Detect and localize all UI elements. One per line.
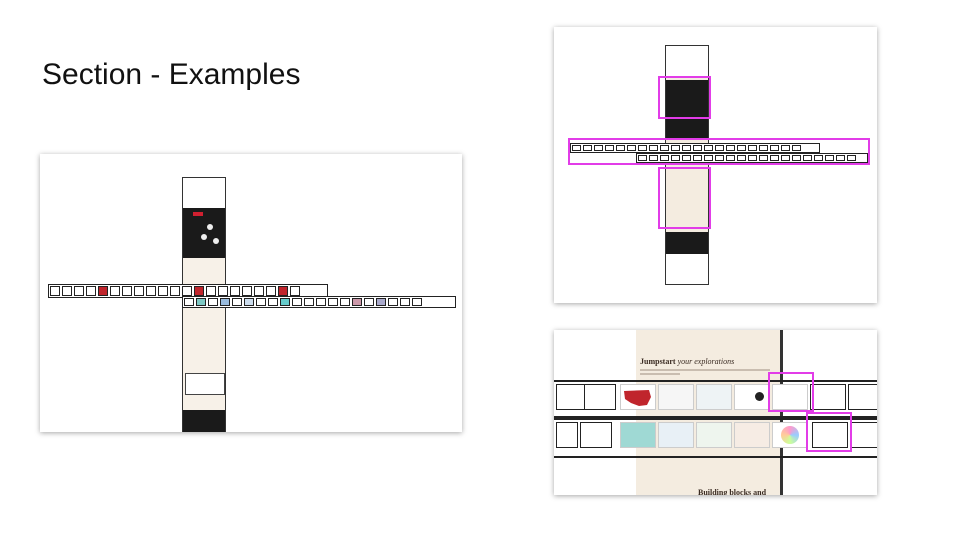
card <box>580 422 612 448</box>
card <box>696 422 732 448</box>
slide-title: Section - Examples <box>42 58 301 91</box>
card <box>658 422 694 448</box>
building-blocks-heading: Building blocks and <box>698 488 767 495</box>
hero-dark-block <box>666 80 708 138</box>
intro-text-line <box>640 373 680 375</box>
footer-dark-block <box>666 232 708 254</box>
circle-dot <box>201 234 207 240</box>
midzoom-screenshot <box>554 27 877 303</box>
card-color-wheel <box>772 422 808 448</box>
card <box>850 422 877 448</box>
bottom-white-block <box>666 254 708 284</box>
card <box>810 384 846 410</box>
intro-text-line <box>640 369 770 371</box>
card <box>696 384 732 410</box>
jumpstart-heading: Jumpstart your explorations <box>640 357 735 366</box>
card <box>848 384 877 410</box>
hero-dark-block <box>183 208 225 258</box>
closezoom-screenshot: Jumpstart your explorations Buildin <box>554 330 877 495</box>
page-column <box>665 45 709 285</box>
card <box>734 422 770 448</box>
thumbnail-row-1 <box>570 143 820 153</box>
map-icon <box>624 390 651 406</box>
card <box>584 384 616 410</box>
page-edge-line <box>780 330 783 495</box>
thumbnail-row-2 <box>636 153 868 163</box>
card <box>556 384 586 410</box>
footer-dark-block <box>183 410 225 432</box>
highlight-card-row2 <box>806 412 852 452</box>
dark-circle <box>755 392 764 401</box>
card <box>772 384 808 410</box>
page-header <box>666 46 708 76</box>
card-dot <box>734 384 770 410</box>
color-wheel-icon <box>781 426 799 444</box>
card-us-map <box>620 384 656 410</box>
thumbnail-row-2 <box>554 418 877 458</box>
card <box>556 422 578 448</box>
circle-dot <box>207 224 213 230</box>
cream-page-background <box>636 330 782 495</box>
card <box>812 422 848 448</box>
card <box>658 384 694 410</box>
highlight-section <box>658 167 711 229</box>
highlight-card-row1 <box>768 372 814 412</box>
red-tab <box>193 212 203 216</box>
thumbnail-row-1 <box>554 380 877 418</box>
highlight-hero <box>658 76 711 119</box>
overview-screenshot <box>40 154 462 432</box>
card-teal <box>620 422 656 448</box>
page-header <box>183 178 225 208</box>
circle-dot <box>213 238 219 244</box>
chart-box <box>185 373 225 395</box>
thumbnail-row-2 <box>182 296 456 308</box>
highlight-rows <box>568 138 870 165</box>
